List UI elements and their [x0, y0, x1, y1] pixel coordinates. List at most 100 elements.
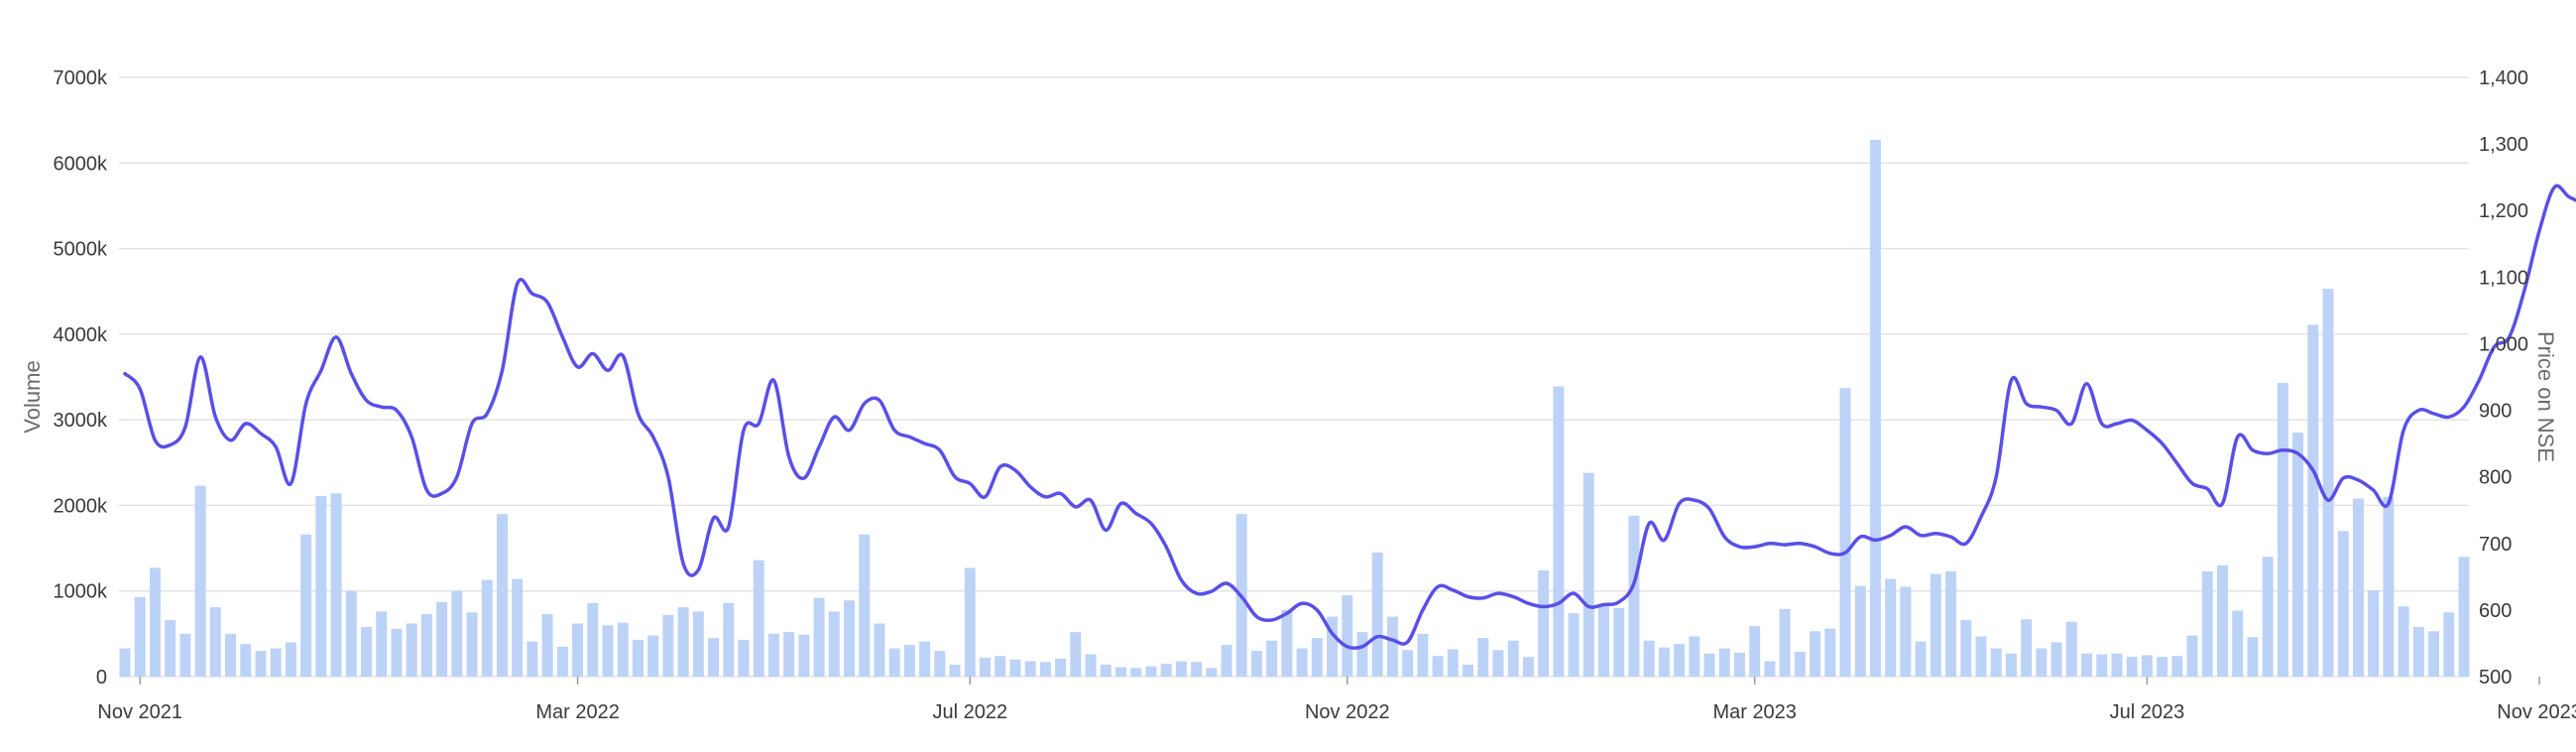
volume-bar	[436, 601, 448, 677]
volume-bar	[2171, 656, 2183, 677]
volume-bar	[512, 578, 524, 677]
volume-bar	[995, 656, 1006, 677]
volume-bar	[1432, 656, 1444, 677]
volume-bar	[828, 611, 840, 677]
volume-bar	[1568, 613, 1580, 677]
volume-bar	[2412, 626, 2424, 677]
volume-bar	[1402, 650, 1414, 677]
volume-bar	[330, 493, 342, 677]
volume-bar	[1764, 661, 1776, 677]
volume-bar	[179, 633, 191, 677]
volume-bar	[1869, 139, 1881, 677]
right-tick-label: 1,100	[2479, 267, 2528, 289]
volume-bar	[1538, 570, 1550, 677]
volume-bar	[632, 639, 644, 677]
volume-bar	[2277, 383, 2288, 677]
volume-bar	[1703, 653, 1715, 677]
volume-bar	[1990, 648, 2002, 677]
volume-bar	[783, 632, 795, 677]
volume-bar	[1130, 668, 1142, 677]
volume-bar	[194, 485, 206, 677]
volume-bar	[2201, 570, 2213, 677]
volume-bar	[2126, 657, 2138, 677]
volume-bar	[964, 567, 976, 677]
volume-bar	[753, 560, 764, 677]
volume-bar	[556, 646, 568, 677]
volume-bar	[1206, 668, 1218, 677]
volume-bar	[1507, 640, 1519, 677]
volume-bar	[2352, 498, 2364, 677]
volume-bar	[1296, 648, 1308, 677]
volume-bar	[1100, 664, 1112, 677]
volume-bar	[1160, 664, 1172, 677]
volume-bar	[1477, 638, 1489, 677]
volume-bar	[149, 567, 161, 677]
volume-bar	[209, 607, 221, 677]
volume-bar	[1854, 585, 1866, 677]
volume-bar	[617, 622, 629, 677]
x-tick-label: Nov 2022	[1305, 701, 1390, 723]
volume-bar	[1327, 616, 1339, 677]
volume-bar	[677, 607, 689, 677]
right-tick-label: 1,300	[2479, 134, 2528, 156]
volume-bar	[2141, 655, 2153, 677]
volume-bar	[165, 620, 176, 677]
right-tick-label: 800	[2479, 467, 2512, 489]
right-tick-label: 500	[2479, 667, 2512, 689]
volume-bar	[451, 590, 463, 677]
volume-bar	[874, 623, 885, 677]
volume-bar	[2322, 289, 2334, 677]
volume-bar	[1175, 661, 1187, 677]
volume-bar	[692, 611, 704, 677]
volume-bar	[2005, 653, 2017, 677]
volume-bar	[1492, 650, 1504, 677]
x-tick-label: Mar 2022	[535, 701, 620, 723]
volume-bar	[980, 658, 991, 677]
volume-bar	[1885, 578, 1897, 677]
volume-bar	[919, 641, 931, 677]
volume-bar	[361, 626, 372, 677]
volume-bar	[481, 579, 493, 677]
volume-bar	[315, 495, 327, 677]
volume-bar	[1070, 632, 1082, 677]
volume-bar	[723, 602, 735, 677]
volume-bar	[2428, 631, 2440, 677]
volume-bar	[1749, 626, 1761, 677]
x-tick-label: Jul 2023	[2110, 701, 2185, 723]
volume-bar	[2036, 648, 2048, 677]
left-tick-label: 5000k	[54, 239, 108, 261]
volume-bar	[2096, 654, 2108, 677]
volume-bar	[255, 651, 267, 677]
x-tick-label: Nov 2023	[2497, 701, 2576, 723]
volume-bar	[225, 633, 237, 677]
volume-bar	[1810, 631, 1821, 677]
volume-bar	[1055, 658, 1067, 677]
volume-bar	[1658, 647, 1670, 677]
left-tick-label: 3000k	[54, 410, 108, 432]
volume-bar	[1356, 632, 1368, 677]
right-tick-label: 1,000	[2479, 333, 2528, 355]
volume-bar	[2232, 610, 2244, 677]
volume-bar	[1024, 661, 1036, 677]
grid-lines	[119, 76, 2469, 678]
volume-bar	[1915, 641, 1927, 677]
volume-bar	[2443, 612, 2455, 677]
volume-bar	[1960, 620, 1972, 677]
volume-bar	[1945, 570, 1957, 677]
volume-bar	[2292, 433, 2304, 677]
volume-bar	[1824, 628, 1836, 677]
volume-bar	[844, 600, 856, 677]
right-tick-label: 600	[2479, 600, 2512, 622]
volume-bar	[2217, 564, 2228, 677]
volume-bar	[2337, 531, 2349, 677]
volume-bar	[2368, 589, 2380, 677]
volume-bar	[2247, 637, 2259, 677]
volume-bar	[376, 611, 388, 677]
volume-bar	[1628, 515, 1640, 677]
volume-bar	[497, 514, 508, 677]
volume-bar	[2111, 653, 2123, 677]
volume-bar	[1447, 649, 1459, 677]
left-axis-ticks: 0 1000k 2000k 3000k 4000k 5000k 6000k 7000k	[54, 67, 108, 689]
right-axis-title: Price on NSE	[2533, 331, 2558, 462]
